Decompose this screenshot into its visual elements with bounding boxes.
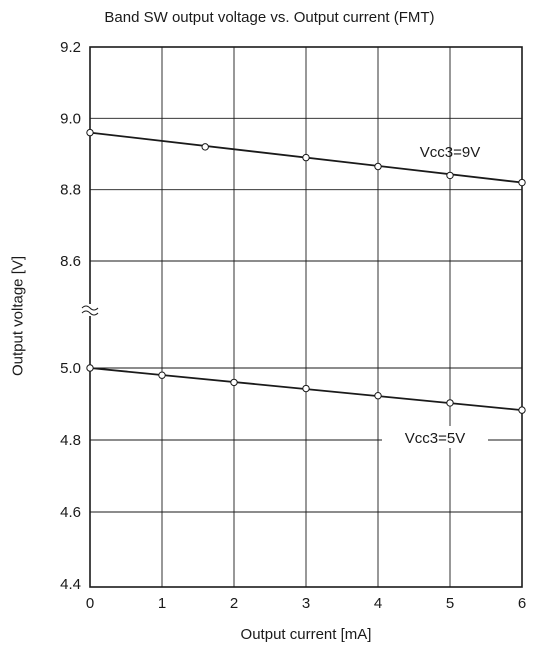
data-point <box>518 178 526 187</box>
y-tick-label: 4.8 <box>60 432 81 449</box>
data-point <box>86 128 94 137</box>
data-point <box>446 171 454 180</box>
y-tick-label: 9.2 <box>60 39 81 56</box>
y-tick-label: 9.0 <box>60 110 81 127</box>
x-tick-label: 1 <box>158 595 166 612</box>
data-point <box>158 371 166 379</box>
data-point <box>374 162 382 171</box>
x-tick-label: 4 <box>374 595 382 612</box>
data-point <box>201 143 209 151</box>
x-tick-label: 0 <box>86 595 94 612</box>
chart-title: Band SW output voltage vs. Output curren… <box>104 9 435 26</box>
data-point <box>302 384 310 393</box>
series-label: Vcc3=5V <box>405 430 465 447</box>
plot-frame <box>89 46 523 588</box>
axis-break-mark <box>81 310 99 316</box>
data-point <box>230 378 238 387</box>
series-label-background <box>382 426 488 448</box>
y-tick-label: 4.6 <box>60 504 81 521</box>
axis-break-gap <box>83 304 97 316</box>
data-point <box>86 364 94 372</box>
data-point <box>518 406 526 414</box>
y-tick-label: 4.4 <box>60 576 81 593</box>
data-point <box>446 399 454 407</box>
x-tick-label: 6 <box>518 595 526 612</box>
axis-break-mark <box>81 305 99 311</box>
series-label: Vcc3=9V <box>420 144 480 161</box>
x-tick-label: 2 <box>230 595 238 612</box>
data-point <box>374 392 382 400</box>
y-tick-label: 8.6 <box>60 253 81 270</box>
y-axis-label: Output voltage [V] <box>9 255 27 377</box>
data-point <box>302 153 310 162</box>
x-tick-label: 3 <box>302 595 310 612</box>
x-tick-label: 5 <box>446 595 454 612</box>
x-axis-label: Output current [mA] <box>240 626 372 643</box>
y-tick-label: 8.8 <box>60 182 81 199</box>
y-tick-label: 5.0 <box>60 360 81 377</box>
